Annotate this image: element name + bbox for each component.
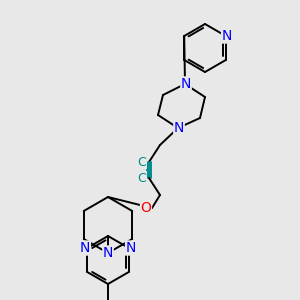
Text: N: N bbox=[174, 121, 184, 135]
Text: N: N bbox=[181, 77, 191, 91]
Text: O: O bbox=[141, 201, 152, 215]
Text: N: N bbox=[222, 29, 232, 43]
Text: N: N bbox=[80, 241, 90, 255]
Text: C: C bbox=[138, 155, 146, 169]
Text: N: N bbox=[126, 241, 136, 255]
Text: C: C bbox=[138, 172, 146, 184]
Text: N: N bbox=[103, 246, 113, 260]
